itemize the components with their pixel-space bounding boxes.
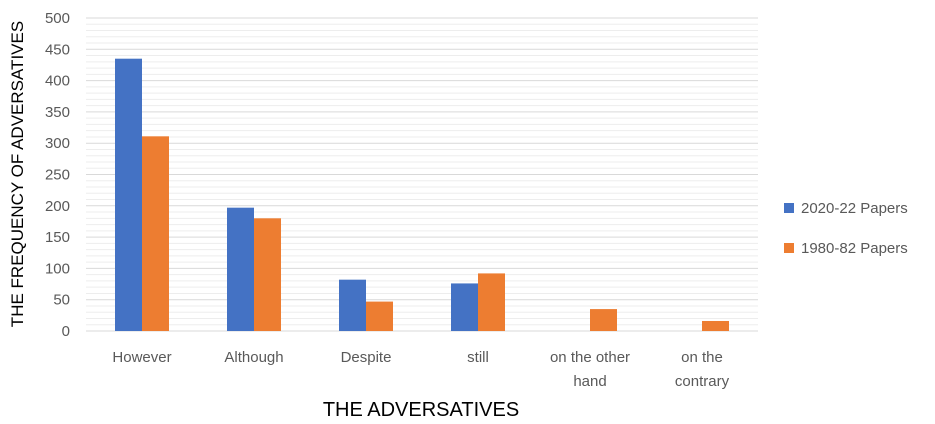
- legend-label-2020-22: 2020-22 Papers: [801, 199, 908, 217]
- legend-item: 2020-22 Papers: [784, 198, 908, 218]
- y-tick-label: 0: [62, 323, 70, 340]
- bar: [115, 58, 142, 331]
- bar: [366, 301, 393, 331]
- x-category-label: on the other: [550, 349, 630, 366]
- y-tick-label: 150: [45, 229, 70, 246]
- x-category-label: Although: [224, 349, 283, 366]
- y-tick-label: 100: [45, 260, 70, 277]
- y-tick-label: 50: [53, 292, 70, 309]
- legend: 2020-22 Papers 1980-82 Papers: [784, 198, 908, 278]
- x-category-label: However: [112, 349, 171, 366]
- x-category-label: on the: [681, 349, 723, 366]
- x-category-label: hand: [573, 373, 606, 390]
- bars: [115, 58, 729, 331]
- y-tick-label: 200: [45, 198, 70, 215]
- y-tick-label: 250: [45, 167, 70, 184]
- bar: [451, 283, 478, 331]
- bar: [142, 136, 169, 331]
- x-axis-title: THE ADVERSATIVES: [323, 399, 519, 421]
- y-tick-label: 450: [45, 41, 70, 58]
- x-category-label: contrary: [675, 373, 730, 390]
- legend-item: 1980-82 Papers: [784, 238, 908, 258]
- y-tick-label: 400: [45, 73, 70, 90]
- x-axis-categories: However Although Despite still on the other h…: [112, 349, 729, 390]
- legend-label-1980-82: 1980-82 Papers: [801, 239, 908, 257]
- x-category-label: still: [467, 349, 489, 366]
- bar: [227, 207, 254, 331]
- y-axis-title: THE FREQUENCY OF ADVERSATIVES: [8, 21, 27, 327]
- y-tick-label: 300: [45, 135, 70, 152]
- y-tick-label: 500: [45, 10, 70, 27]
- bar: [702, 320, 729, 331]
- y-tick-label: 350: [45, 104, 70, 121]
- legend-swatch-2020-22: [784, 203, 794, 213]
- x-category-label: Despite: [341, 349, 392, 366]
- legend-swatch-1980-82: [784, 243, 794, 253]
- y-axis-ticks: 0 50 100 150 200 250 300 350 400 450 500: [45, 10, 70, 340]
- bar: [478, 273, 505, 331]
- bar: [590, 309, 617, 331]
- gridlines: [86, 17, 758, 332]
- bar: [339, 279, 366, 331]
- bar: [254, 218, 281, 331]
